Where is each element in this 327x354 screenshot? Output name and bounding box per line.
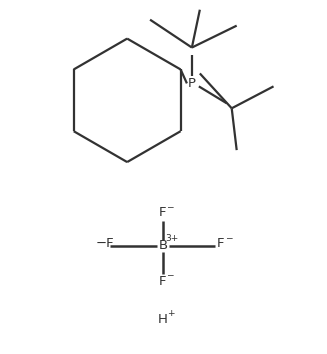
Text: F: F — [217, 237, 225, 250]
Text: F: F — [158, 206, 166, 219]
Text: B: B — [159, 239, 167, 252]
Text: P: P — [188, 77, 196, 90]
Text: −: − — [166, 202, 174, 211]
Text: 3+: 3+ — [165, 234, 179, 243]
Text: +: + — [167, 309, 175, 318]
Text: −F: −F — [96, 237, 114, 250]
Text: H: H — [158, 313, 168, 326]
Text: −: − — [166, 270, 174, 279]
Text: F: F — [158, 275, 166, 288]
Text: −: − — [225, 233, 232, 242]
